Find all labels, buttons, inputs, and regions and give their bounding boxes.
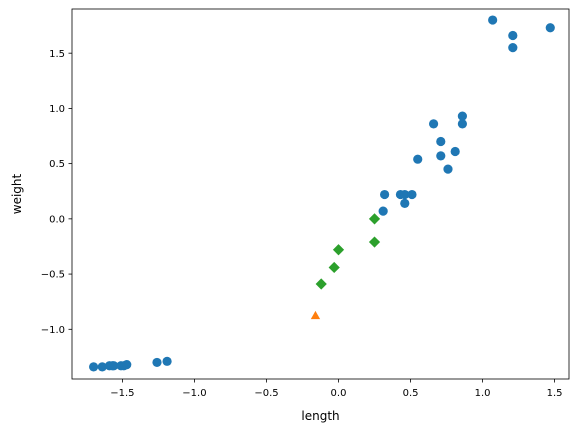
y-axis-label: weight (10, 173, 24, 214)
series-2 (310, 310, 321, 320)
x-tick-label: 0.0 (331, 388, 347, 399)
data-point (310, 310, 321, 320)
data-point (368, 213, 381, 225)
data-point (508, 30, 518, 41)
data-point (109, 361, 119, 371)
series-3 (315, 213, 381, 290)
data-point (428, 119, 439, 129)
data-point (378, 206, 388, 216)
data-point (400, 189, 410, 200)
data-point (457, 111, 467, 121)
data-point (413, 154, 423, 164)
data-point (488, 15, 498, 25)
data-point (332, 244, 345, 256)
y-tick-label: 0.5 (49, 159, 65, 170)
data-point (97, 362, 107, 372)
y-tick-label: −0.5 (41, 270, 65, 281)
points-layer (89, 15, 555, 372)
x-tick-label: −1.0 (182, 388, 206, 399)
data-point (508, 43, 518, 53)
data-point (152, 357, 162, 368)
data-point (407, 189, 417, 200)
data-point (162, 356, 172, 366)
x-tick-label: 0.5 (403, 388, 419, 399)
ticks-layer: −1.5 −1.0 −0.5 0.0 0.5 1.0 1.5 −1.0 −0.5 0.0 0.5 1.… (41, 49, 563, 399)
data-point (368, 236, 381, 248)
data-point (436, 136, 446, 147)
x-axis-label: length (301, 409, 339, 423)
y-tick-label: 0.0 (49, 214, 65, 225)
data-point (545, 23, 555, 33)
x-tick-label: 1.5 (547, 388, 563, 399)
y-tick-label: −1.0 (41, 325, 65, 336)
x-tick-label: 1.0 (475, 388, 491, 399)
data-point (122, 360, 132, 370)
data-point (443, 164, 453, 174)
y-tick-label: 1.0 (49, 104, 65, 115)
series-1 (89, 15, 555, 372)
data-point (457, 119, 467, 129)
y-tick-label: 1.5 (49, 49, 65, 60)
data-point (450, 146, 460, 157)
data-point (400, 198, 410, 208)
data-point (89, 362, 99, 372)
data-point (380, 189, 390, 200)
data-point (328, 261, 340, 274)
axes-frame (71, 8, 570, 380)
x-tick-label: −0.5 (254, 388, 278, 399)
x-tick-label: −1.5 (110, 388, 134, 399)
data-point (315, 278, 327, 290)
data-point (436, 151, 446, 161)
